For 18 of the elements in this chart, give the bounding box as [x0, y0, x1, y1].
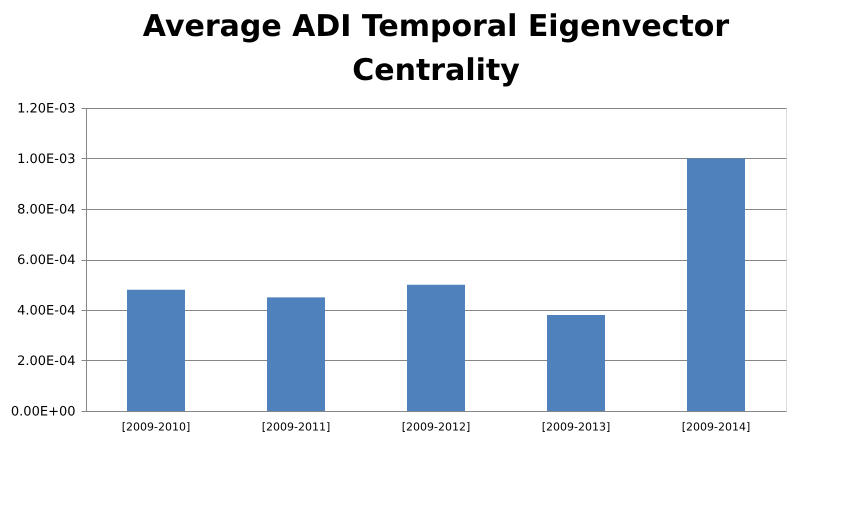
bar	[407, 284, 465, 411]
chart-title: Average ADI Temporal Eigenvector Centrality	[142, 9, 730, 88]
y-tick-label: 6.00E-04	[17, 253, 76, 268]
bar	[127, 290, 185, 411]
y-tick-label: 1.00E-03	[17, 152, 76, 167]
y-tick-label: 4.00E-04	[17, 304, 76, 318]
x-tick-label: [2009-2012]	[402, 420, 470, 434]
y-tick-label: 1.20E-03	[17, 102, 76, 116]
x-tick-label: [2009-2014]	[682, 420, 750, 434]
x-tick-label: [2009-2011]	[262, 420, 330, 434]
x-tick-label: [2009-2013]	[542, 420, 610, 434]
y-tick-label: 2.00E-04	[17, 354, 76, 369]
x-tick-label: [2009-2010]	[122, 420, 190, 434]
y-tick-label: 0.00E+00	[10, 404, 76, 420]
bar	[267, 297, 325, 411]
bar	[547, 315, 605, 411]
y-tick-label: 8.00E-04	[17, 202, 76, 218]
bar	[687, 158, 745, 411]
